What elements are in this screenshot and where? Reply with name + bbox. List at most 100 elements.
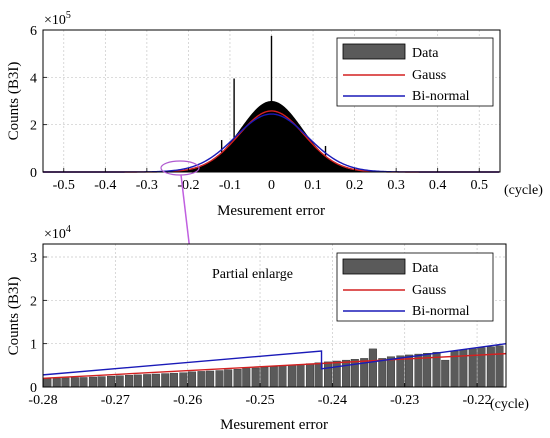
zoom-ellipse: [160, 160, 200, 176]
bottom-histogram-bar: [332, 360, 341, 388]
bottom-histogram-bar: [396, 355, 405, 388]
bottom-histogram: [43, 345, 504, 388]
bottom-histogram-bar: [386, 356, 395, 388]
top-x-tick-label: 0.1: [304, 178, 322, 193]
top-x-tick-label: 0.5: [470, 178, 488, 193]
bottom-panel: -0.28 -0.27 -0.26 -0.25 -0.24 -0.23 -0.22 0 1 2 3…: [6, 224, 529, 433]
bottom-histogram-bar: [88, 376, 97, 388]
bottom-histogram-bar: [125, 375, 134, 388]
top-x-unit: (cycle): [504, 183, 543, 198]
bottom-x-tick-label: -0.28: [28, 393, 57, 408]
bottom-histogram-bar: [251, 367, 260, 388]
bottom-histogram-bar: [477, 347, 486, 388]
bottom-histogram-bar: [378, 358, 387, 388]
top-panel: -0.5 -0.4 -0.3 -0.2 -0.1 0 0.1 0.2 0.3 0.4 0.5 0 2 4…: [6, 10, 543, 301]
top-y-tick-label: 0: [30, 166, 37, 181]
bottom-histogram-bar: [169, 372, 178, 388]
bottom-y-tick-label: 2: [30, 294, 37, 309]
bottom-x-tick-label: -0.22: [462, 393, 491, 408]
bottom-fit-curves: [42, 342, 507, 380]
bottom-x-tick-label: -0.26: [173, 393, 202, 408]
bottom-y-ticks: 0 1 2 3: [30, 251, 47, 396]
top-legend: Data Gauss Bi-normal: [336, 37, 494, 107]
bottom-y-tick-label: 1: [30, 338, 37, 353]
bottom-histogram-bar: [115, 375, 124, 388]
top-x-tick-label: 0.4: [429, 178, 447, 193]
bottom-histogram-bar: [242, 368, 251, 388]
bottom-histogram-bar: [324, 361, 333, 388]
bottom-histogram-bar: [278, 365, 287, 388]
bottom-histogram-bar: [368, 348, 377, 388]
bottom-y-tick-label: 3: [30, 251, 37, 266]
bottom-histogram-bar: [197, 371, 206, 388]
bottom-y-exponent-base: ×10: [44, 227, 66, 242]
bottom-histogram-bar: [405, 354, 414, 388]
bottom-legend: Data Gauss Bi-normal: [336, 252, 494, 322]
bottom-legend-gauss-label: Gauss: [412, 283, 446, 298]
bottom-histogram-bar: [43, 378, 52, 388]
bottom-histogram-bar: [233, 369, 242, 388]
top-x-tick-label: -0.2: [177, 178, 199, 193]
top-x-tick-label: -0.1: [219, 178, 241, 193]
bottom-plot-frame: [42, 243, 507, 388]
bottom-y-exponent: ×104: [44, 224, 71, 242]
bottom-y-exponent-power: 4: [66, 224, 71, 235]
top-y-tick-label: 4: [30, 71, 37, 86]
bottom-x-ticks: -0.28 -0.27 -0.26 -0.25 -0.24 -0.23 -0.22: [28, 383, 492, 408]
top-x-tick-label: 0: [268, 178, 275, 193]
bottom-histogram-bar: [495, 345, 504, 388]
bottom-histogram-bar: [107, 375, 116, 388]
top-y-tick-label: 2: [30, 119, 37, 134]
top-y-exponent: ×105: [44, 10, 71, 28]
bottom-histogram-bar: [52, 378, 61, 388]
bottom-x-tick-label: -0.25: [245, 393, 274, 408]
bottom-x-tick-label: -0.23: [390, 393, 419, 408]
bottom-y-tick-label: 0: [30, 381, 37, 396]
bottom-histogram-bar: [179, 372, 188, 388]
bottom-histogram-bar: [260, 366, 269, 388]
bottom-histogram-bar: [151, 373, 160, 388]
top-legend-gauss-label: Gauss: [412, 68, 446, 83]
bottom-histogram-bar: [161, 373, 170, 388]
top-x-ticks: -0.5 -0.4 -0.3 -0.2 -0.1 0 0.1 0.2 0.3 0.4 0.5: [53, 168, 488, 193]
top-legend-data-label: Data: [412, 46, 439, 61]
bottom-histogram-bar: [79, 377, 88, 388]
bottom-x-tick-label: -0.24: [318, 393, 347, 408]
bottom-legend-binormal-label: Bi-normal: [412, 304, 470, 319]
bottom-histogram-bar: [305, 363, 314, 388]
bottom-histogram-bar: [215, 370, 224, 388]
bottom-histogram-bar: [70, 377, 79, 388]
bottom-x-axis-label: Mesurement error: [220, 417, 328, 433]
bottom-x-tick-label: -0.27: [101, 393, 130, 408]
bottom-histogram-bar: [296, 364, 305, 388]
top-y-ticks: 0 2 4 6: [30, 24, 47, 181]
top-histogram: [43, 35, 500, 172]
bottom-binormal-curve: [42, 342, 507, 376]
bottom-histogram-bar: [269, 366, 278, 388]
bottom-gauss-curve: [42, 352, 507, 380]
bottom-histogram-bar: [441, 359, 450, 388]
bottom-histogram-bar: [97, 376, 106, 388]
bottom-x-unit: (cycle): [490, 397, 529, 412]
bottom-histogram-bar: [61, 377, 70, 388]
top-legend-binormal-label: Bi-normal: [412, 89, 470, 104]
top-legend-data-swatch: [342, 43, 406, 60]
bottom-legend-data-swatch: [342, 258, 406, 275]
top-x-tick-label: -0.4: [94, 178, 116, 193]
top-y-axis-label: Counts (B3I): [6, 62, 22, 141]
bottom-histogram-bar: [342, 359, 351, 388]
bottom-histogram-bar: [206, 370, 215, 388]
bottom-histogram-bar: [133, 374, 142, 388]
top-x-axis-label: Mesurement error: [217, 203, 325, 219]
bottom-histogram-bar: [143, 374, 152, 388]
top-x-tick-label: -0.3: [136, 178, 158, 193]
top-x-tick-label: 0.3: [387, 178, 405, 193]
bottom-histogram-bar: [224, 369, 233, 388]
bottom-histogram-bar: [188, 371, 197, 388]
bottom-histogram-bar: [287, 365, 296, 388]
top-y-exponent-base: ×10: [44, 13, 66, 28]
top-x-tick-label: -0.5: [53, 178, 75, 193]
bottom-y-axis-label: Counts (B3I): [6, 277, 22, 356]
bottom-legend-data-label: Data: [412, 261, 439, 276]
